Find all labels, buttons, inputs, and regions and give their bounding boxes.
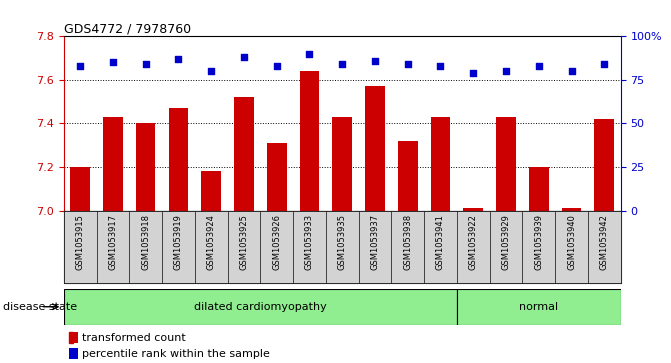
Bar xyxy=(136,123,156,211)
Bar xyxy=(130,211,162,283)
Bar xyxy=(490,211,523,283)
Bar xyxy=(70,167,90,211)
Bar xyxy=(195,211,227,283)
Bar xyxy=(529,167,549,211)
Point xyxy=(468,70,478,76)
Text: GSM1053939: GSM1053939 xyxy=(534,214,544,270)
Text: GSM1053933: GSM1053933 xyxy=(305,214,314,270)
Bar xyxy=(326,211,358,283)
Bar xyxy=(457,289,621,325)
Bar xyxy=(496,117,516,211)
Bar xyxy=(64,211,97,283)
Bar xyxy=(69,348,78,359)
Bar xyxy=(201,171,221,211)
Text: normal: normal xyxy=(519,302,558,312)
Bar xyxy=(260,211,293,283)
Bar xyxy=(562,208,581,211)
Bar xyxy=(162,211,195,283)
Bar xyxy=(227,211,260,283)
Text: GSM1053935: GSM1053935 xyxy=(338,214,347,270)
Text: GSM1053941: GSM1053941 xyxy=(436,214,445,270)
Text: GDS4772 / 7978760: GDS4772 / 7978760 xyxy=(64,22,191,35)
Text: GSM1053937: GSM1053937 xyxy=(370,214,380,270)
Bar xyxy=(267,143,287,211)
Text: dilated cardiomyopathy: dilated cardiomyopathy xyxy=(194,302,327,312)
Bar xyxy=(332,117,352,211)
Text: GSM1053918: GSM1053918 xyxy=(141,214,150,270)
Bar xyxy=(391,211,424,283)
Text: GSM1053924: GSM1053924 xyxy=(207,214,215,270)
Text: GSM1053926: GSM1053926 xyxy=(272,214,281,270)
Point xyxy=(599,61,610,67)
Point xyxy=(107,60,118,65)
Text: transformed count: transformed count xyxy=(82,333,185,343)
Bar xyxy=(103,117,123,211)
Point xyxy=(140,61,151,67)
Text: GSM1053940: GSM1053940 xyxy=(567,214,576,270)
Bar xyxy=(358,211,391,283)
Bar xyxy=(464,208,483,211)
Text: GSM1053925: GSM1053925 xyxy=(240,214,248,270)
Bar xyxy=(595,119,614,211)
Point xyxy=(173,56,184,62)
Bar xyxy=(64,211,621,283)
Bar xyxy=(588,211,621,283)
Text: GSM1053938: GSM1053938 xyxy=(403,214,412,270)
Bar xyxy=(431,117,450,211)
Bar xyxy=(168,108,189,211)
Text: percentile rank within the sample: percentile rank within the sample xyxy=(82,349,270,359)
Bar xyxy=(555,211,588,283)
Point xyxy=(566,68,577,74)
Bar xyxy=(97,211,130,283)
Text: GSM1053922: GSM1053922 xyxy=(469,214,478,270)
Point xyxy=(304,51,315,57)
Point xyxy=(337,61,348,67)
Point xyxy=(403,61,413,67)
Bar xyxy=(457,211,490,283)
Point xyxy=(74,63,85,69)
Text: GSM1053917: GSM1053917 xyxy=(109,214,117,270)
Point xyxy=(370,58,380,64)
Point xyxy=(435,63,446,69)
Bar xyxy=(293,211,326,283)
Point xyxy=(206,68,217,74)
Point xyxy=(501,68,511,74)
Bar xyxy=(300,71,319,211)
Point xyxy=(271,63,282,69)
Text: GSM1053929: GSM1053929 xyxy=(501,214,511,270)
Text: GSM1053942: GSM1053942 xyxy=(600,214,609,270)
Bar xyxy=(523,211,555,283)
Bar xyxy=(234,97,254,211)
Bar xyxy=(64,289,457,325)
Text: disease state: disease state xyxy=(3,302,77,312)
Bar xyxy=(69,332,73,343)
Point xyxy=(533,63,544,69)
Text: GSM1053919: GSM1053919 xyxy=(174,214,183,270)
Text: GSM1053915: GSM1053915 xyxy=(76,214,85,270)
Bar xyxy=(69,332,78,343)
Bar xyxy=(365,86,384,211)
Bar xyxy=(398,141,417,211)
Point xyxy=(239,54,250,60)
Bar xyxy=(424,211,457,283)
